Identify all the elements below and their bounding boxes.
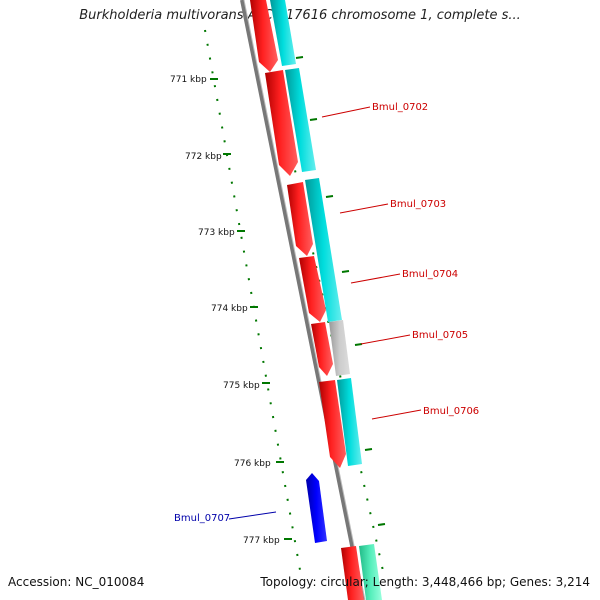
gene-label[interactable]: Bmul_0705 [412, 330, 468, 341]
cds-arrow[interactable] [341, 546, 364, 600]
cds-arrow[interactable] [265, 70, 298, 176]
gene-leader-line [228, 511, 277, 520]
tick-mark [295, 56, 304, 59]
gene-leader-line [371, 409, 422, 420]
feature-block[interactable] [285, 68, 316, 172]
gene-leader-line [321, 106, 371, 118]
tick-label: 773 kbp [198, 228, 235, 238]
tick-label: 775 kbp [223, 381, 260, 391]
genome-summary-label: Topology: circular; Length: 3,448,466 bp… [260, 575, 590, 589]
tick-label: 771 kbp [170, 75, 207, 85]
gene-label[interactable]: Bmul_0704 [402, 269, 458, 280]
tick-mark [364, 448, 373, 451]
tick-mark [309, 118, 318, 121]
tick-mark [377, 523, 386, 526]
cds-arrow[interactable] [311, 322, 333, 376]
gene-label[interactable]: Bmul_0706 [423, 406, 479, 417]
backbone-line [240, 0, 365, 600]
cds-track [250, 0, 364, 600]
cds-arrow[interactable] [319, 380, 346, 468]
tick-marks [210, 56, 386, 540]
map-title: Burkholderia multivorans ATCC 17616 chro… [79, 8, 521, 23]
feature-block[interactable] [305, 178, 342, 322]
feature-track [270, 0, 382, 600]
gene-leader-line [339, 203, 389, 214]
feature-block[interactable] [329, 320, 350, 376]
feature-block[interactable] [359, 544, 382, 600]
gene-label[interactable]: Bmul_0707 [174, 513, 230, 524]
feature-block[interactable] [270, 0, 296, 66]
cds-arrow[interactable] [250, 0, 278, 72]
tick-mark [354, 343, 363, 346]
cds-arrow[interactable] [299, 256, 326, 322]
gene-label[interactable]: Bmul_0702 [372, 102, 428, 113]
gene-leader-line [360, 334, 411, 345]
forward-gene-arrow[interactable] [306, 473, 327, 543]
tick-track-right [261, 19, 386, 581]
tick-mark [325, 195, 334, 198]
tick-label: 777 kbp [243, 536, 280, 546]
tick-label: 776 kbp [234, 459, 271, 469]
tick-mark [341, 270, 350, 273]
tick-label: 772 kbp [185, 152, 222, 162]
cds-arrow[interactable] [287, 182, 313, 256]
gene-leader-line [350, 273, 401, 284]
backbone-highlight [243, 0, 366, 600]
feature-block[interactable] [337, 378, 362, 466]
accession-label: Accession: NC_010084 [8, 575, 145, 589]
tick-label: 774 kbp [211, 304, 248, 314]
gene-label[interactable]: Bmul_0703 [390, 199, 446, 210]
